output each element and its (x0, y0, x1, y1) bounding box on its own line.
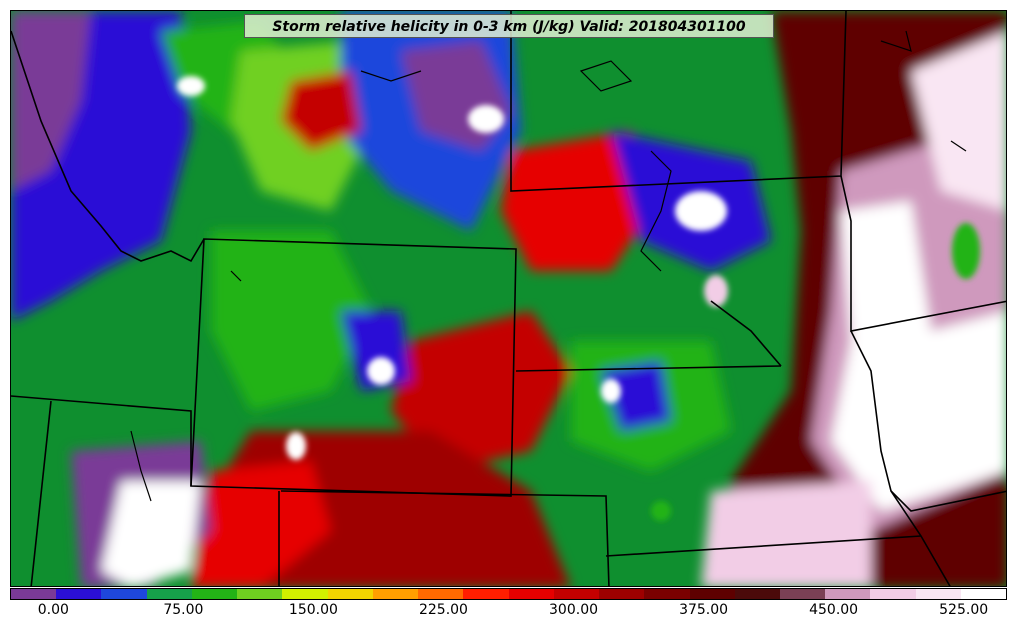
colorbar-segment (237, 589, 283, 599)
green-field-central (211, 231, 371, 411)
colorbar-segment (553, 589, 600, 599)
pink-spot-dakota (704, 275, 728, 307)
colorbar-labels: 0.00 75.00 150.00 225.00 300.00 375.00 450.00 5… (10, 602, 1007, 622)
lake-minnesota (880, 30, 912, 52)
state-boundaries (11, 11, 1006, 586)
colorbar-segment (689, 589, 735, 599)
colorbar-segment (508, 589, 554, 599)
boundary-wyoming (190, 238, 517, 497)
boundary-colorado-nebraska (280, 490, 610, 586)
colorbar-tick-label: 150.00 (288, 602, 338, 618)
red-field-central (391, 311, 571, 471)
boundary-missouri-river (710, 300, 782, 367)
boundary-minnesota (840, 175, 1006, 332)
boundary-northdakota (510, 11, 847, 192)
colorbar-tick-label: 300.00 (549, 602, 599, 618)
boundary-missouri (890, 490, 951, 586)
green-pocket-south (651, 501, 671, 521)
colorbar-tick-label: 75.00 (163, 602, 204, 618)
lake-north (579, 60, 633, 92)
colorbar-segment (734, 589, 780, 599)
boundary-iowa (850, 330, 1006, 512)
lake-east (950, 140, 967, 152)
colorbar-segment (327, 589, 373, 599)
lake-utah (130, 430, 152, 502)
white-spot-northwest (177, 76, 205, 96)
river-montana (360, 70, 422, 82)
colorbar-segment (870, 589, 916, 599)
colorbar-segment (463, 589, 509, 599)
colorbar (10, 588, 1007, 600)
red-field-dakotas (501, 131, 651, 271)
boundary-montana-idaho (11, 30, 205, 263)
white-spot-north (468, 105, 504, 133)
colorbar-segment (418, 589, 464, 599)
field-blobs (11, 11, 1006, 586)
colorbar-tick-label: 0.00 (37, 602, 69, 618)
colorbar-segment (599, 589, 645, 599)
colorbar-segment (282, 589, 328, 599)
colorbar-segment (146, 589, 192, 599)
helicity-map (11, 11, 1006, 586)
colorbar-segment (825, 589, 871, 599)
water-features (130, 30, 967, 502)
colorbar-tick-label: 375.00 (679, 602, 729, 618)
colorbar-segment (191, 589, 238, 599)
detail-blobs (177, 76, 980, 521)
red-field-southwest (191, 461, 331, 586)
red-field-north (281, 71, 361, 151)
colorbar-segment (779, 589, 826, 599)
blue-pocket-plains (601, 361, 671, 431)
colorbar-segment (101, 589, 147, 599)
map-frame (10, 10, 1007, 587)
white-field-southwest (101, 481, 201, 586)
white-spot-plains (601, 379, 621, 403)
white-spot-dakota (675, 191, 727, 231)
river-dakota (640, 150, 672, 272)
colorbar-segment (960, 589, 1007, 599)
boundary-kansas-north (605, 535, 922, 557)
colorbar-tick-label: 525.00 (939, 602, 989, 618)
white-spot-wyoming (286, 432, 306, 460)
boundary-nevada-utah (30, 400, 52, 586)
white-spot-central (367, 357, 395, 385)
white-field-northeast (911, 31, 1006, 211)
colorbar-tick-label: 450.00 (809, 602, 859, 618)
boundary-southdakota (515, 365, 782, 372)
green-pocket-east (952, 223, 980, 279)
map-title: Storm relative helicity in 0-3 km (J/kg)… (244, 14, 774, 38)
pink-field-southeast (701, 481, 871, 586)
boundary-idaho-utah (11, 395, 192, 486)
white-field-east (831, 201, 1006, 511)
colorbar-segment (372, 589, 419, 599)
colorbar-segment (915, 589, 961, 599)
lake-wyoming (230, 270, 242, 282)
colorbar-tick-label: 225.00 (418, 602, 468, 618)
colorbar-segment (11, 589, 57, 599)
colorbar-segment (56, 589, 102, 599)
purple-field-northwest (11, 11, 91, 191)
colorbar-segment (644, 589, 690, 599)
